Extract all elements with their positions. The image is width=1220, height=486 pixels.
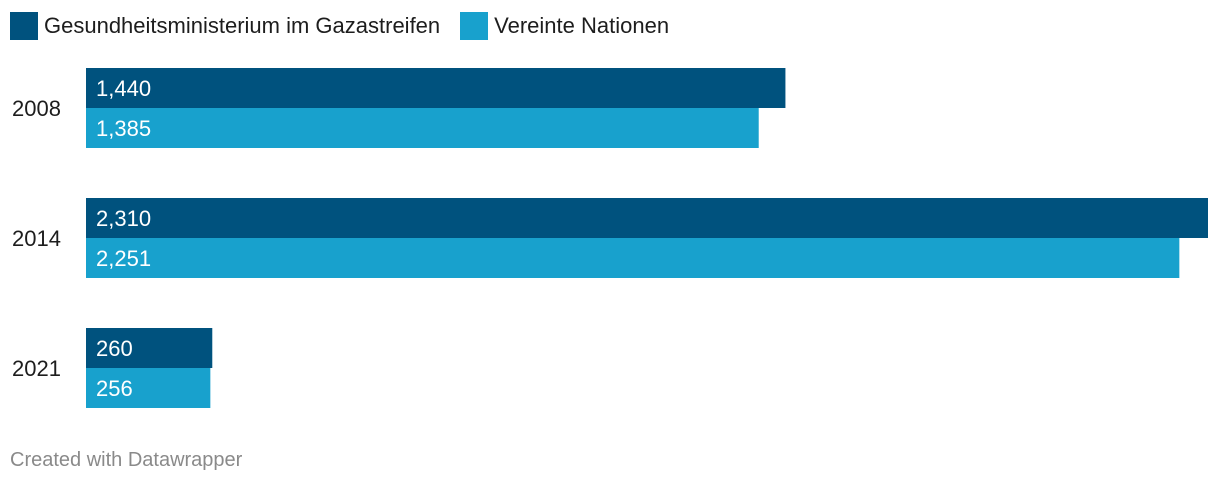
legend-label-vereinte-nationen: Vereinte Nationen	[494, 13, 670, 38]
category-label-2021: 2021	[12, 356, 61, 381]
value-label-2008-series-1: 1,440	[96, 76, 151, 101]
legend-item-vereinte-nationen: Vereinte Nationen	[460, 12, 669, 40]
bar-2014-series-2	[86, 238, 1180, 278]
value-label-2021-series-2: 256	[96, 376, 133, 401]
value-label-2014-series-1: 2,310	[96, 206, 151, 231]
value-label-2008-series-2: 1,385	[96, 116, 151, 141]
category-label-2008: 2008	[12, 96, 61, 121]
legend-item-gesundheitsministerium: Gesundheitsministerium im Gazastreifen	[10, 12, 440, 40]
category-label-2014: 2014	[12, 226, 61, 251]
value-label-2014-series-2: 2,251	[96, 246, 151, 271]
legend-label-gesundheitsministerium: Gesundheitsministerium im Gazastreifen	[44, 13, 441, 38]
bar-2008-series-2	[86, 108, 759, 148]
value-label-2021-series-1: 260	[96, 336, 133, 361]
bar-2021-series-1	[86, 328, 213, 368]
bar-2014-series-1	[86, 198, 1208, 238]
legend-swatch-gesundheitsministerium	[10, 12, 38, 40]
datawrapper-credit: Created with Datawrapper	[10, 449, 243, 471]
bar-2008-series-1	[86, 68, 786, 108]
bar-2021-series-2	[86, 368, 211, 408]
legend-swatch-vereinte-nationen	[460, 12, 489, 40]
chart-legend: Gesundheitsministerium im Gazastreifen V…	[10, 12, 689, 40]
